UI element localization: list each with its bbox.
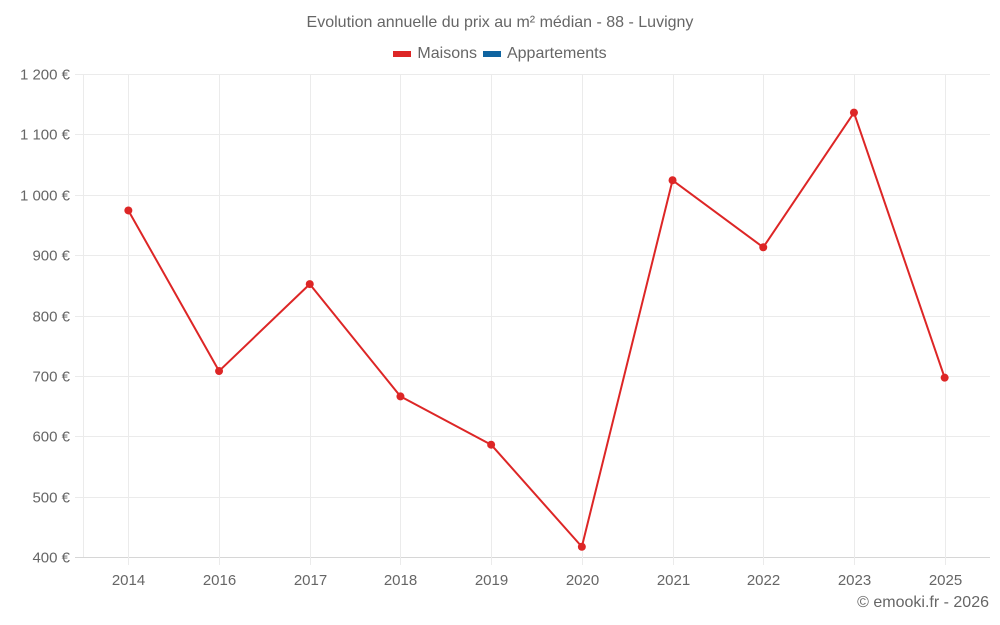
x-tick-label: 2019 <box>475 572 508 589</box>
chart-title: Evolution annuelle du prix au m² médian … <box>306 14 694 31</box>
series-line-maisons <box>127 111 946 548</box>
copyright-credit: © emooki.fr - 2026 <box>857 594 989 611</box>
chart-legend: Maisons Appartements <box>0 45 1000 63</box>
data-point-2020[interactable] <box>577 542 586 551</box>
x-tick-label: 2025 <box>929 572 962 589</box>
x-tick-label: 2023 <box>838 572 871 589</box>
data-point-2017[interactable] <box>305 280 314 289</box>
x-tick-label: 2022 <box>747 572 780 589</box>
y-tick-label: 600 € <box>32 429 70 446</box>
legend-swatch-maisons-icon <box>393 51 412 57</box>
x-tick-label: 2018 <box>384 572 417 589</box>
x-tick-label: 2014 <box>112 572 145 589</box>
data-point-2014[interactable] <box>124 206 133 215</box>
data-point-2016[interactable] <box>215 367 224 376</box>
x-tick-label: 2016 <box>203 572 236 589</box>
data-point-2019[interactable] <box>487 440 496 449</box>
y-tick-label: 1 200 € <box>20 67 71 84</box>
data-point-2021[interactable] <box>668 176 677 185</box>
chart-grid <box>75 74 990 565</box>
x-tick-label: 2020 <box>566 572 599 589</box>
y-tick-label: 1 000 € <box>20 188 71 205</box>
legend-label-appartements: Appartements <box>506 45 607 62</box>
x-axis: 2014 2016 2017 2018 2019 2020 2021 2022 2023 2025 <box>112 572 962 589</box>
legend-item-appartements[interactable]: Appartements <box>482 45 607 63</box>
y-tick-label: 1 100 € <box>20 127 71 144</box>
y-tick-label: 800 € <box>32 309 70 326</box>
x-tick-label: 2021 <box>657 572 690 589</box>
y-tick-label: 500 € <box>32 490 70 507</box>
y-tick-label: 700 € <box>32 369 70 386</box>
y-tick-label: 900 € <box>32 248 70 265</box>
data-point-2023[interactable] <box>849 108 858 117</box>
legend-swatch-appartements-icon <box>482 51 501 57</box>
legend-item-maisons[interactable]: Maisons <box>393 45 477 63</box>
y-axis: 400 € 500 € 600 € 700 € 800 € 900 € 1 000 € 1 1… <box>20 67 71 567</box>
y-tick-label: 400 € <box>32 550 70 567</box>
data-point-2018[interactable] <box>396 392 405 401</box>
data-point-2022[interactable] <box>759 243 768 252</box>
data-point-2025[interactable] <box>940 373 949 382</box>
x-tick-label: 2017 <box>294 572 327 589</box>
series-maisons <box>124 108 949 551</box>
legend-label-maisons: Maisons <box>417 45 477 62</box>
